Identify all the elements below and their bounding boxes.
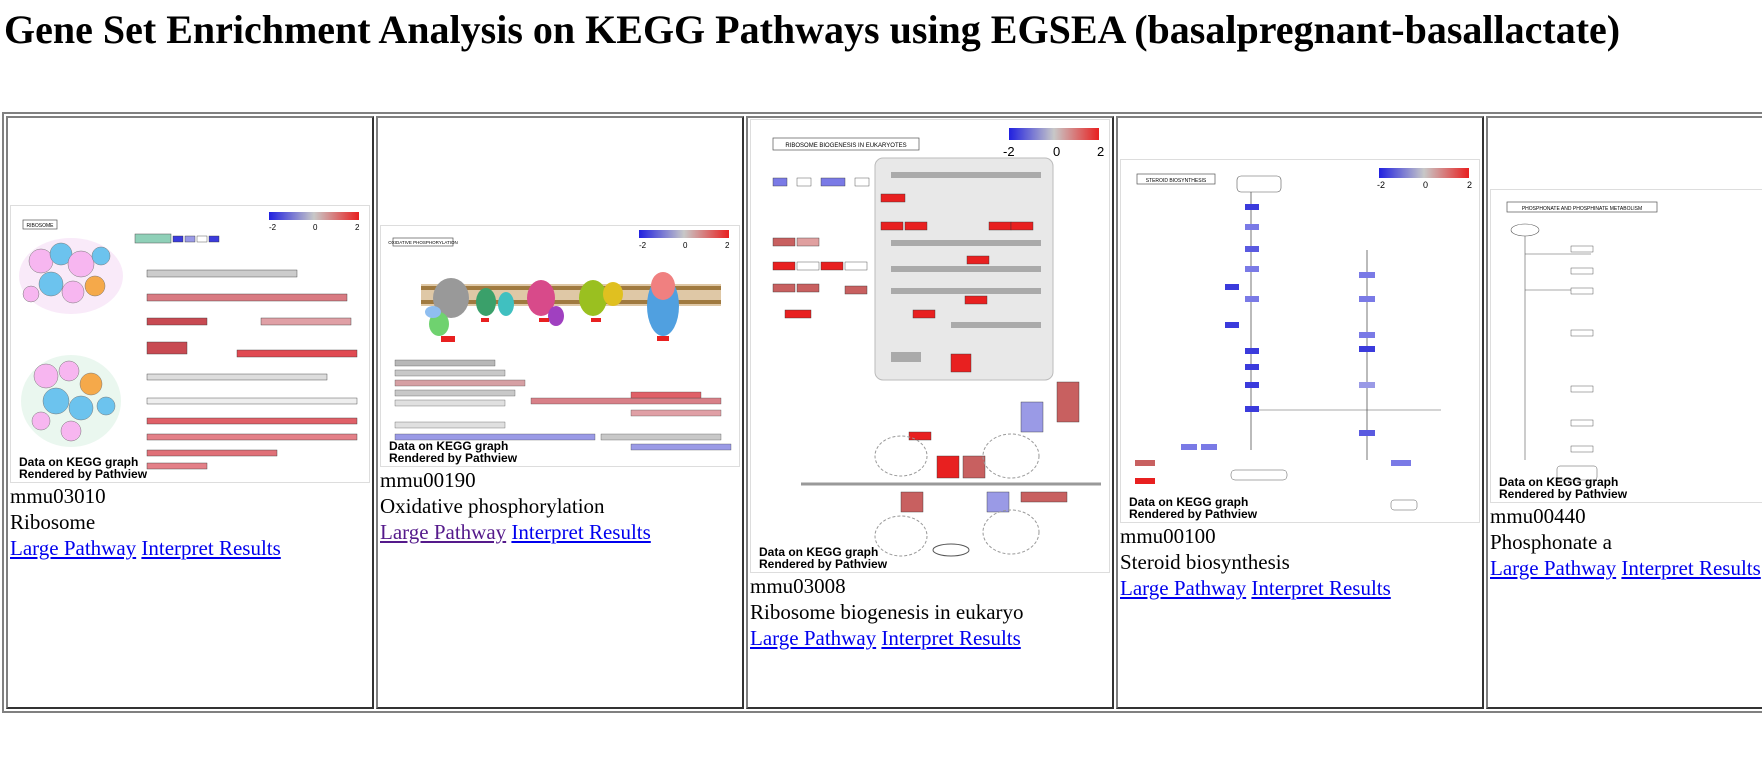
pathway-id: mmu00440 xyxy=(1490,504,1586,528)
pathway-name: Oxidative phosphorylation xyxy=(380,494,605,518)
graph-title: RIBOSOME xyxy=(27,223,55,229)
ribosome-structure-top xyxy=(19,238,123,314)
svg-text:0: 0 xyxy=(1423,180,1428,190)
graph-title: PHOSPHONATE AND PHOSPHINATE METABOLISM xyxy=(1522,206,1642,212)
pathway-name: Phosphonate a xyxy=(1490,530,1612,554)
kegg-graph-image: RIBOSOME -2 0 2 xyxy=(19,212,360,470)
pathview-watermark: Data on KEGG graph Rendered by Pathview xyxy=(19,455,148,481)
gene-boxes xyxy=(772,177,1080,513)
svg-text:0: 0 xyxy=(683,241,688,250)
interpret-results-link[interactable]: Interpret Results xyxy=(141,536,281,560)
svg-text:2: 2 xyxy=(1467,180,1472,190)
pathway-id: mmu03008 xyxy=(750,574,846,598)
interpret-results-link[interactable]: Interpret Results xyxy=(1251,576,1391,600)
svg-text:-2: -2 xyxy=(1003,144,1015,159)
legend-bar: -2 0 2 xyxy=(269,212,360,232)
pathview-watermark: Data on KEGG graph Rendered by Pathview xyxy=(1499,475,1628,501)
gene-box-grid xyxy=(394,359,732,451)
pathway-cell: RIBOSOME BIOGENESIS IN EUKARYOTES -2 0 2 xyxy=(746,116,1114,709)
interpret-results-link[interactable]: Interpret Results xyxy=(1621,556,1761,580)
pathway-cell: PHOSPHONATE AND PHOSPHINATE METABOLISM xyxy=(1486,116,1762,709)
pathview-watermark: Data on KEGG graph Rendered by Pathview xyxy=(759,545,888,571)
pathway-table: RIBOSOME -2 0 2 xyxy=(2,112,1762,713)
graph-title: RIBOSOME BIOGENESIS IN EUKARYOTES xyxy=(785,143,906,149)
pathway-cell: OXIDATIVE PHOSPHORYLATION -2 0 2 xyxy=(376,116,744,709)
pathway-thumbnail[interactable]: PHOSPHONATE AND PHOSPHINATE METABOLISM xyxy=(1490,189,1762,503)
pathway-thumbnail[interactable]: STEROID BIOSYNTHESIS -2 0 2 xyxy=(1120,159,1480,523)
pathview-watermark: Data on KEGG graph Rendered by Pathview xyxy=(1129,495,1258,521)
pathway-id: mmu03010 xyxy=(10,484,106,508)
membrane xyxy=(421,284,721,306)
pathway-flow xyxy=(1510,223,1598,481)
pathway-flow xyxy=(1135,175,1441,511)
pathway-thumbnail[interactable]: RIBOSOME -2 0 2 xyxy=(10,205,370,483)
pathway-cell: STEROID BIOSYNTHESIS -2 0 2 xyxy=(1116,116,1484,709)
kegg-graph-image: RIBOSOME BIOGENESIS IN EUKARYOTES -2 0 2 xyxy=(772,128,1104,557)
svg-text:2: 2 xyxy=(1097,144,1104,159)
page-title: Gene Set Enrichment Analysis on KEGG Pat… xyxy=(4,7,1621,52)
legend-bar: -2 0 2 xyxy=(639,230,730,250)
interpret-results-link[interactable]: Interpret Results xyxy=(511,520,651,544)
svg-text:2: 2 xyxy=(355,223,360,232)
svg-text:2: 2 xyxy=(725,241,730,250)
kegg-graph-image: STEROID BIOSYNTHESIS -2 0 2 xyxy=(1135,168,1472,511)
pathway-grid: RIBOSOME -2 0 2 xyxy=(2,112,1762,713)
graph-title: OXIDATIVE PHOSPHORYLATION xyxy=(388,240,458,245)
nucleolus-panel xyxy=(874,157,1054,381)
gene-box-grid xyxy=(134,233,358,470)
svg-text:-2: -2 xyxy=(639,241,647,250)
large-pathway-link[interactable]: Large Pathway xyxy=(1490,556,1617,580)
kegg-graph-image: OXIDATIVE PHOSPHORYLATION -2 0 2 xyxy=(388,230,732,451)
large-pathway-link[interactable]: Large Pathway xyxy=(1120,576,1247,600)
pathway-id: mmu00190 xyxy=(380,468,476,492)
svg-text:-2: -2 xyxy=(1377,180,1385,190)
pathway-row: RIBOSOME -2 0 2 xyxy=(6,116,1762,709)
large-pathway-link[interactable]: Large Pathway xyxy=(10,536,137,560)
graph-title: STEROID BIOSYNTHESIS xyxy=(1146,178,1207,184)
svg-text:0: 0 xyxy=(1053,144,1060,159)
complexes xyxy=(425,272,679,342)
legend-bar: -2 0 2 xyxy=(1377,168,1472,190)
kegg-graph-image: PHOSPHONATE AND PHOSPHINATE METABOLISM xyxy=(1506,201,1658,481)
pathway-id: mmu00100 xyxy=(1120,524,1216,548)
legend-bar: -2 0 2 xyxy=(1003,128,1104,159)
pathway-name: Ribosome biogenesis in eukaryo xyxy=(750,600,1024,624)
pathway-thumbnail[interactable]: OXIDATIVE PHOSPHORYLATION -2 0 2 xyxy=(380,225,740,467)
svg-text:-2: -2 xyxy=(269,223,277,232)
svg-text:0: 0 xyxy=(313,223,318,232)
pathway-name: Steroid biosynthesis xyxy=(1120,550,1290,574)
pathway-name: Ribosome xyxy=(10,510,96,534)
large-pathway-link[interactable]: Large Pathway xyxy=(380,520,507,544)
pathview-watermark: Data on KEGG graph Rendered by Pathview xyxy=(389,439,518,465)
ribosome-structure-bottom xyxy=(21,355,121,447)
interpret-results-link[interactable]: Interpret Results xyxy=(881,626,1021,650)
pathway-thumbnail[interactable]: RIBOSOME BIOGENESIS IN EUKARYOTES -2 0 2 xyxy=(750,119,1110,573)
large-pathway-link[interactable]: Large Pathway xyxy=(750,626,877,650)
cytoplasm-elements xyxy=(801,433,1101,557)
pathway-cell: RIBOSOME -2 0 2 xyxy=(6,116,374,709)
